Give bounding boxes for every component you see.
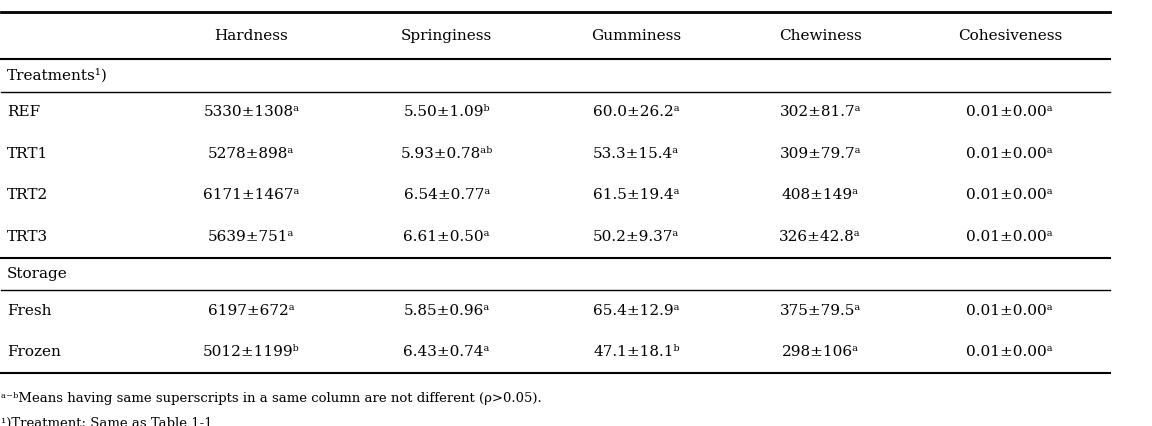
Text: 5.85±0.96ᵃ: 5.85±0.96ᵃ — [403, 304, 490, 318]
Text: 309±79.7ᵃ: 309±79.7ᵃ — [780, 147, 861, 161]
Text: 298±106ᵃ: 298±106ᵃ — [782, 345, 858, 360]
Text: ¹)Treatment: Same as Table 1-1: ¹)Treatment: Same as Table 1-1 — [1, 417, 213, 426]
Text: Treatments¹): Treatments¹) — [7, 68, 108, 83]
Text: 5012±1199ᵇ: 5012±1199ᵇ — [203, 345, 300, 360]
Text: TRT2: TRT2 — [7, 188, 48, 202]
Text: 0.01±0.00ᵃ: 0.01±0.00ᵃ — [967, 105, 1053, 119]
Text: 5639±751ᵃ: 5639±751ᵃ — [209, 230, 295, 244]
Text: TRT1: TRT1 — [7, 147, 48, 161]
Text: Chewiness: Chewiness — [779, 29, 862, 43]
Text: ᵃ⁻ᵇMeans having same superscripts in a same column are not different (ρ>0.05).: ᵃ⁻ᵇMeans having same superscripts in a s… — [1, 392, 543, 405]
Text: TRT3: TRT3 — [7, 230, 48, 244]
Text: Frozen: Frozen — [7, 345, 61, 360]
Text: 60.0±26.2ᵃ: 60.0±26.2ᵃ — [593, 105, 680, 119]
Text: 5.93±0.78ᵃᵇ: 5.93±0.78ᵃᵇ — [401, 147, 493, 161]
Text: 0.01±0.00ᵃ: 0.01±0.00ᵃ — [967, 188, 1053, 202]
Text: 53.3±15.4ᵃ: 53.3±15.4ᵃ — [593, 147, 680, 161]
Text: 0.01±0.00ᵃ: 0.01±0.00ᵃ — [967, 230, 1053, 244]
Text: 65.4±12.9ᵃ: 65.4±12.9ᵃ — [593, 304, 680, 318]
Text: REF: REF — [7, 105, 40, 119]
Text: 61.5±19.4ᵃ: 61.5±19.4ᵃ — [593, 188, 680, 202]
Text: 5.50±1.09ᵇ: 5.50±1.09ᵇ — [403, 105, 490, 119]
Text: Storage: Storage — [7, 267, 68, 281]
Text: 6.61±0.50ᵃ: 6.61±0.50ᵃ — [403, 230, 490, 244]
Text: 6171±1467ᵃ: 6171±1467ᵃ — [203, 188, 300, 202]
Text: 0.01±0.00ᵃ: 0.01±0.00ᵃ — [967, 304, 1053, 318]
Text: 375±79.5ᵃ: 375±79.5ᵃ — [780, 304, 861, 318]
Text: 0.01±0.00ᵃ: 0.01±0.00ᵃ — [967, 345, 1053, 360]
Text: Springiness: Springiness — [401, 29, 492, 43]
Text: Gumminess: Gumminess — [591, 29, 681, 43]
Text: 6.43±0.74ᵃ: 6.43±0.74ᵃ — [403, 345, 490, 360]
Text: 6197±672ᵃ: 6197±672ᵃ — [209, 304, 295, 318]
Text: 50.2±9.37ᵃ: 50.2±9.37ᵃ — [593, 230, 680, 244]
Text: 6.54±0.77ᵃ: 6.54±0.77ᵃ — [403, 188, 490, 202]
Text: 302±81.7ᵃ: 302±81.7ᵃ — [780, 105, 861, 119]
Text: Hardness: Hardness — [214, 29, 288, 43]
Text: 326±42.8ᵃ: 326±42.8ᵃ — [780, 230, 861, 244]
Text: 0.01±0.00ᵃ: 0.01±0.00ᵃ — [967, 147, 1053, 161]
Text: Fresh: Fresh — [7, 304, 52, 318]
Text: 5330±1308ᵃ: 5330±1308ᵃ — [203, 105, 300, 119]
Text: 408±149ᵃ: 408±149ᵃ — [782, 188, 858, 202]
Text: Cohesiveness: Cohesiveness — [957, 29, 1062, 43]
Text: 5278±898ᵃ: 5278±898ᵃ — [209, 147, 295, 161]
Text: 47.1±18.1ᵇ: 47.1±18.1ᵇ — [593, 345, 680, 360]
